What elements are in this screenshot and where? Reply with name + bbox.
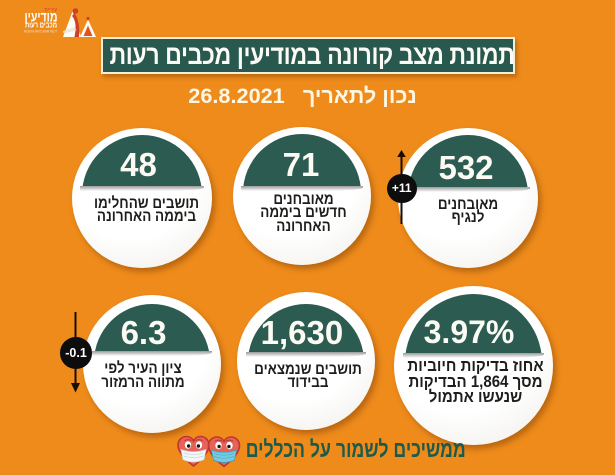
svg-text:עיריית: עיריית — [45, 7, 58, 13]
svg-text:MODI'IN MACCABIM REUT: MODI'IN MACCABIM REUT — [24, 30, 57, 34]
svg-text:מכבים רעות: מכבים רעות — [25, 21, 57, 30]
svg-text:מודיעין: מודיעין — [25, 9, 58, 25]
